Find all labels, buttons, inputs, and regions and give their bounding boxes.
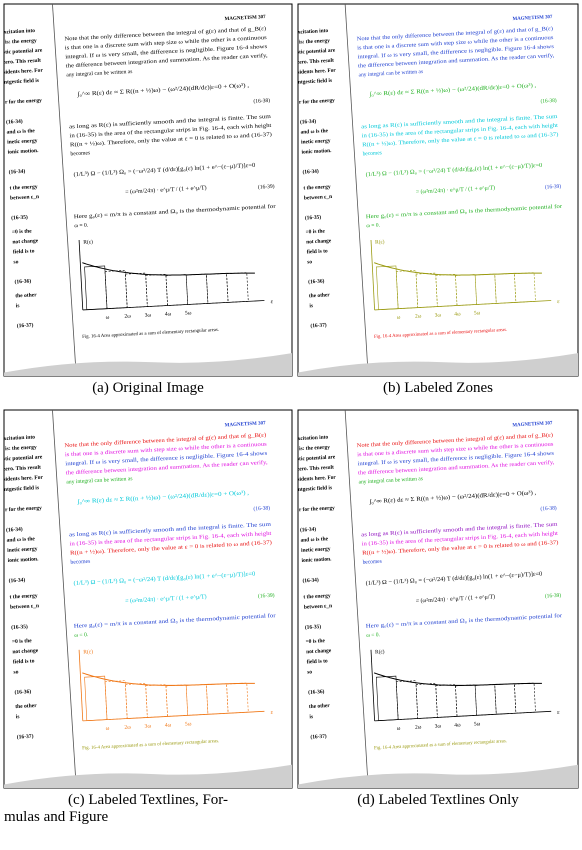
- margin-text: is: [309, 714, 313, 720]
- panel-caption: (a) Original Image: [92, 380, 204, 396]
- margin-text: so: [307, 259, 312, 265]
- text-line: becomes: [70, 559, 90, 566]
- tick-label: 2ω: [124, 724, 131, 730]
- text-line: ω = 0.: [74, 632, 89, 639]
- margin-text: the other: [309, 292, 331, 299]
- margin-text: =0 is the: [12, 638, 33, 645]
- text-line: becomes: [363, 559, 382, 566]
- figure: excitation intot is: the energyotic pote…: [0, 0, 582, 845]
- axis-label: R(ε): [83, 238, 93, 245]
- margin-text: so: [13, 669, 18, 675]
- margin-text: (16-34): [9, 168, 26, 176]
- margin-text: =0 is the: [306, 228, 326, 235]
- equation-number: (16-39): [258, 592, 275, 600]
- margin-text: field is to: [13, 658, 35, 665]
- axis-label: R(ε): [375, 648, 385, 656]
- tick-label: 5ω: [474, 721, 481, 727]
- tick-label: 4ω: [454, 722, 461, 728]
- text-line: becomes: [70, 150, 90, 157]
- margin-text: the other: [15, 292, 37, 299]
- margin-text: (16-37): [310, 733, 327, 741]
- margin-text: is: [309, 303, 313, 309]
- margin-text: field is to: [13, 248, 35, 255]
- tick-label: 5ω: [474, 310, 481, 316]
- margin-text: (16-35): [11, 623, 28, 631]
- margin-text: (16-34): [9, 576, 26, 584]
- margin-text: (16-36): [14, 278, 31, 286]
- margin-text: field is to: [307, 658, 328, 665]
- margin-text: (16-36): [14, 688, 31, 696]
- margin-text: (16-34): [300, 526, 317, 534]
- margin-text: field is to: [307, 248, 329, 255]
- panel-caption: (d) Labeled Textlines Only: [357, 792, 519, 808]
- equation-number: (16-39): [545, 592, 562, 600]
- tick-label: 3ω: [435, 723, 442, 729]
- tick-label: 3ω: [144, 723, 151, 729]
- margin-text: (16-36): [308, 688, 325, 696]
- tick-label: ω: [106, 726, 110, 732]
- axis-label: R(ε): [83, 648, 93, 656]
- margin-text: =0 is the: [12, 228, 33, 235]
- tick-label: ω: [397, 726, 401, 732]
- panel-caption: mulas and Figure: [4, 809, 108, 825]
- margin-text: (16-35): [305, 623, 322, 631]
- axis-label: R(ε): [375, 238, 385, 246]
- margin-text: (16-34): [302, 168, 319, 176]
- margin-text: (16-34): [6, 526, 23, 534]
- tick-label: 4ω: [165, 722, 172, 728]
- panel-caption: (c) Labeled Textlines, For-: [68, 792, 228, 808]
- text-line: ω = 0.: [74, 223, 89, 230]
- tick-label: 2ω: [415, 724, 422, 730]
- margin-text: (16-34): [302, 576, 319, 584]
- margin-text: (16-36): [308, 278, 325, 286]
- margin-text: (16-37): [17, 322, 34, 330]
- text-line: ω = 0.: [366, 222, 380, 229]
- margin-text: (16-37): [310, 321, 327, 329]
- equation-number: (16-38): [540, 504, 557, 512]
- tick-label: 4ω: [165, 311, 172, 317]
- margin-text: so: [13, 259, 18, 265]
- tick-label: 3ω: [435, 312, 442, 318]
- margin-text: (16-34): [300, 118, 317, 126]
- tick-label: 4ω: [454, 311, 461, 317]
- margin-text: the other: [309, 703, 331, 710]
- tick-label: 5ω: [185, 721, 192, 727]
- panel-caption: (b) Labeled Zones: [383, 380, 493, 396]
- margin-text: =0 is the: [306, 638, 326, 645]
- tick-label: ω: [105, 315, 109, 321]
- equation-number: (16-38): [253, 505, 270, 513]
- text-line: ω = 0.: [366, 632, 380, 639]
- tick-label: 2ω: [415, 313, 422, 319]
- equation-number: (16-39): [258, 183, 275, 191]
- tick-label: 2ω: [124, 313, 131, 319]
- tick-label: 5ω: [185, 310, 192, 316]
- margin-text: (16-34): [6, 118, 23, 126]
- equation-number: (16-39): [545, 183, 562, 191]
- margin-text: so: [307, 669, 312, 675]
- text-line: becomes: [362, 150, 382, 157]
- margin-text: (16-35): [11, 214, 28, 222]
- margin-text: (16-35): [305, 214, 322, 222]
- margin-text: the other: [15, 703, 37, 710]
- tick-label: 3ω: [144, 312, 151, 318]
- equation-number: (16-38): [540, 97, 557, 105]
- equation-number: (16-38): [253, 97, 270, 105]
- margin-text: (16-37): [17, 733, 34, 741]
